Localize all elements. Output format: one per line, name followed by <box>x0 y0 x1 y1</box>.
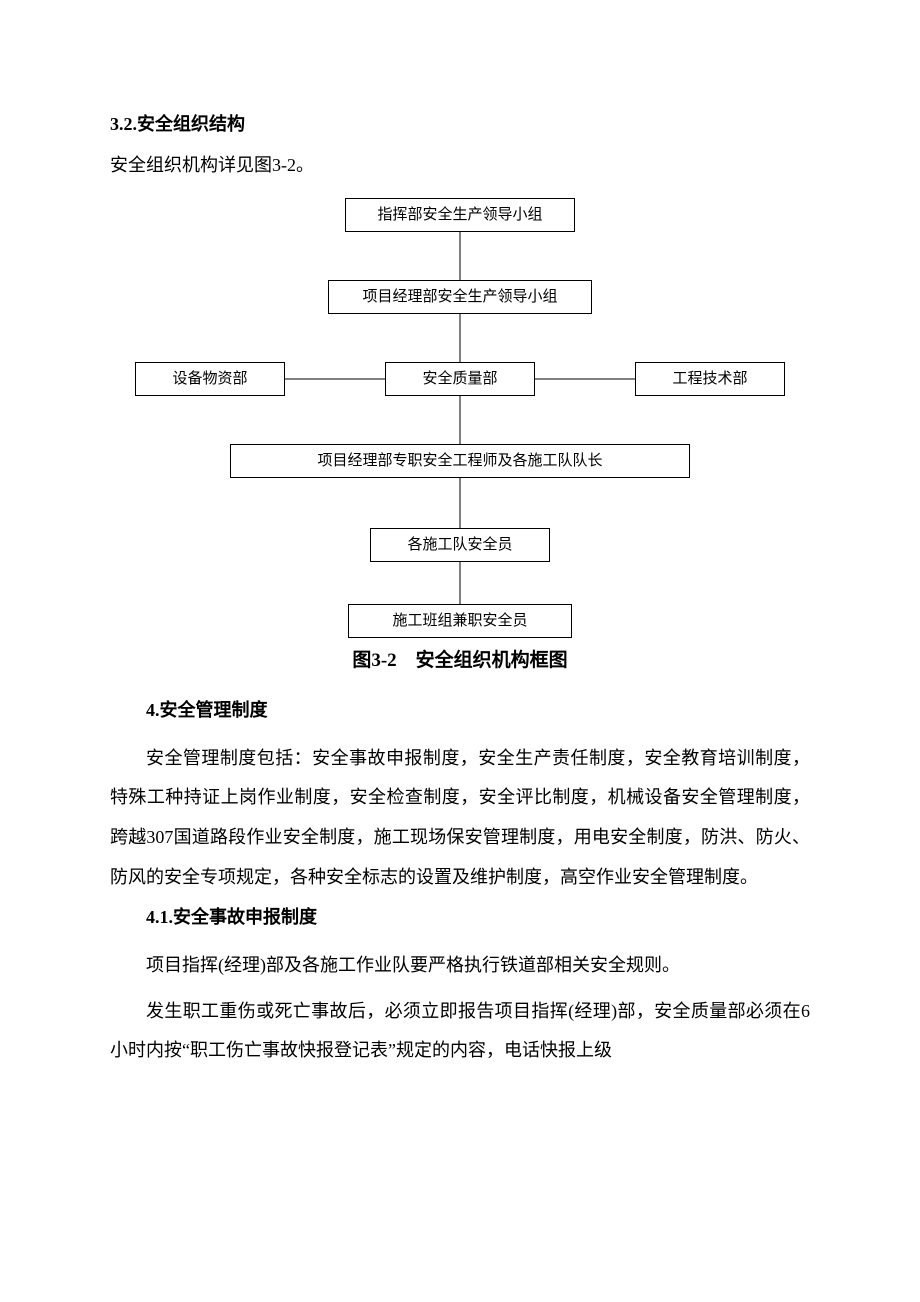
org-node-n4: 项目经理部专职安全工程师及各施工队队长 <box>230 444 690 478</box>
org-node-n3c: 工程技术部 <box>635 362 785 396</box>
org-node-n3b: 安全质量部 <box>385 362 535 396</box>
section-heading-32: 3.2.安全组织结构 <box>110 110 810 139</box>
intro-text: 安全组织机构详见图3-2。 <box>110 151 810 180</box>
section-heading-41: 4.1.安全事故申报制度 <box>110 903 810 932</box>
section-heading-4: 4.安全管理制度 <box>110 696 810 725</box>
org-node-n2: 项目经理部安全生产领导小组 <box>328 280 592 314</box>
org-node-n1: 指挥部安全生产领导小组 <box>345 198 575 232</box>
figure-caption: 图3-2 安全组织机构框图 <box>110 646 810 676</box>
org-node-n6: 施工班组兼职安全员 <box>348 604 572 638</box>
org-node-n5: 各施工队安全员 <box>370 528 550 562</box>
paragraph-2: 项目指挥(经理)部及各施工作业队要严格执行铁道部相关安全规则。 <box>110 946 810 986</box>
paragraph-3: 发生职工重伤或死亡事故后，必须立即报告项目指挥(经理)部，安全质量部必须在6小时… <box>110 992 810 1071</box>
org-node-n3a: 设备物资部 <box>135 362 285 396</box>
org-chart-diagram: 指挥部安全生产领导小组项目经理部安全生产领导小组设备物资部 安全质量部 工程技术部项… <box>110 198 810 638</box>
paragraph-1: 安全管理制度包括：安全事故申报制度，安全生产责任制度，安全教育培训制度，特殊工种… <box>110 739 810 897</box>
org-chart-svg <box>110 198 810 638</box>
